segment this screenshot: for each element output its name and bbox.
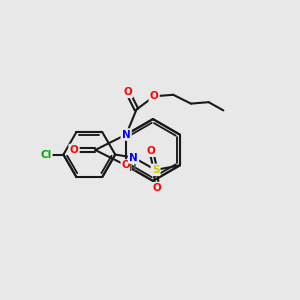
- Text: H: H: [128, 164, 136, 173]
- Text: Cl: Cl: [40, 150, 51, 160]
- Text: N: N: [122, 130, 130, 140]
- Text: N: N: [129, 152, 138, 163]
- Text: O: O: [150, 91, 158, 101]
- Text: O: O: [122, 160, 130, 170]
- Text: O: O: [70, 145, 78, 155]
- Text: O: O: [123, 87, 132, 97]
- Text: S: S: [152, 165, 159, 175]
- Text: O: O: [153, 183, 161, 193]
- Text: O: O: [147, 146, 155, 156]
